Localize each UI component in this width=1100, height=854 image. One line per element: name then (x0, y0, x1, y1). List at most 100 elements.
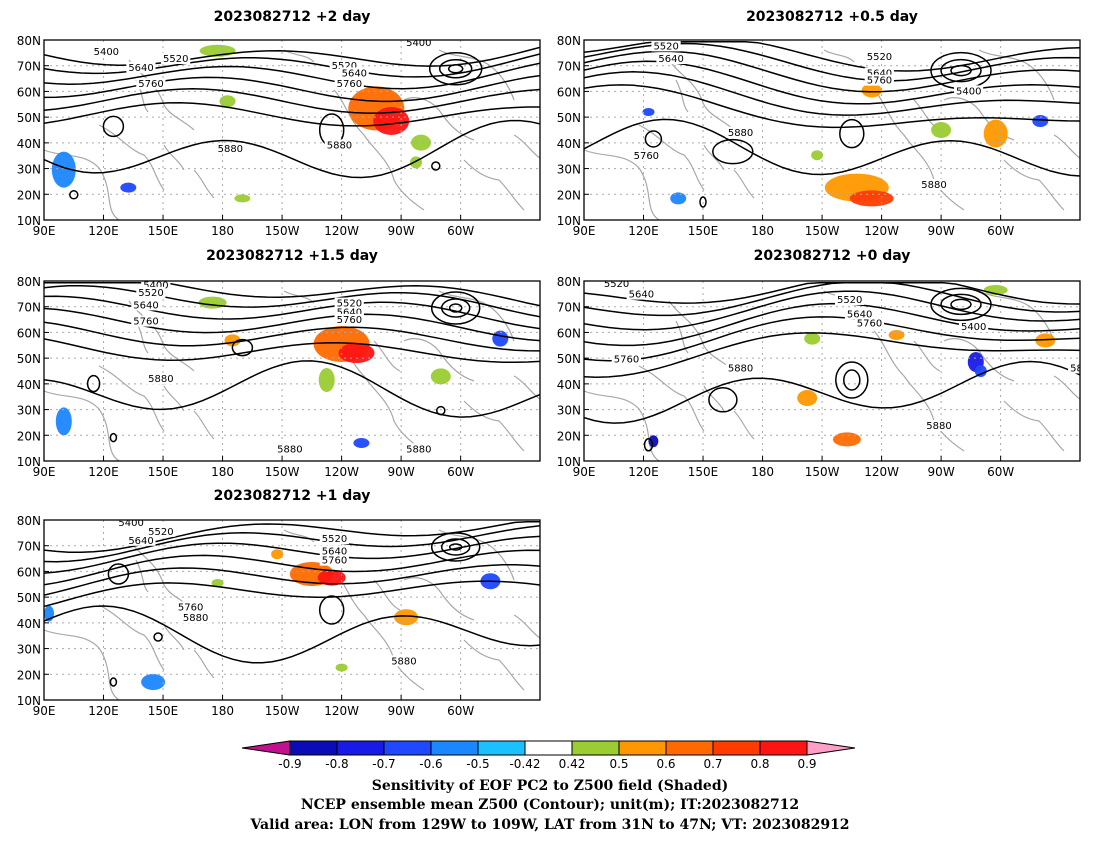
sensitivity-shade (797, 390, 818, 406)
sensitivity-shade (849, 190, 894, 207)
contour-label: 5760 (138, 79, 163, 90)
sensitivity-shade (648, 435, 659, 448)
z500-contour (86, 374, 101, 393)
z500-contour (584, 118, 1080, 177)
z500-contour (584, 71, 1080, 116)
colorbar-extend-low (241, 740, 291, 756)
lon-tick-label: 120E (88, 704, 119, 718)
coastline (978, 290, 1055, 342)
lat-tick-label: 30N (557, 404, 581, 418)
lat-tick-label: 50N (17, 111, 41, 125)
lat-tick-label: 60N (17, 85, 41, 99)
contour-label: 5640 (128, 536, 153, 547)
lon-tick-label: 180 (211, 704, 234, 718)
z500-contour (708, 387, 738, 413)
z500-contour (940, 58, 982, 83)
contour-label: 5520 (867, 52, 892, 63)
coastline (978, 49, 1055, 101)
lon-tick-label: 90W (388, 704, 415, 718)
panel-title: 2023082712 +1.5 day (206, 248, 378, 264)
sensitivity-shade (318, 368, 335, 392)
z500-contour (44, 307, 540, 342)
z500-contour (699, 196, 707, 208)
coastline (44, 390, 120, 461)
contour-label-bg (725, 362, 756, 374)
contour-label-bg (954, 85, 984, 97)
contour-label-bg (141, 281, 171, 291)
z500-contour (102, 115, 125, 138)
lat-tick-label: 60N (557, 85, 581, 99)
contour-label: 5400 (94, 47, 119, 58)
contour-label-bg (864, 67, 894, 79)
lon-tick-label: 90E (573, 465, 596, 479)
contour-label: 5400 (143, 281, 168, 292)
coastline (403, 338, 475, 382)
contour-label: 5760 (133, 317, 158, 328)
contour-label: 5520 (138, 288, 163, 299)
coastline (873, 330, 965, 452)
panel-title: 2023082712 +0 day (754, 248, 911, 264)
coastline (438, 49, 515, 101)
sensitivity-shade (271, 549, 284, 560)
contour-label-bg (404, 443, 434, 455)
contour-label: 5520 (163, 54, 188, 65)
contour-label-bg (275, 443, 305, 455)
contour-label-bg (175, 601, 206, 613)
colorbar-tick-label: 0.5 (609, 757, 628, 771)
lon-tick-label: 60W (987, 224, 1014, 238)
coastline (44, 629, 120, 700)
colorbar-segment (665, 740, 714, 756)
contour-label-bg (146, 373, 176, 385)
z500-contour (44, 88, 540, 114)
coastline (283, 529, 315, 543)
lon-tick-label: 180 (211, 224, 234, 238)
contour-label: 5640 (133, 300, 158, 311)
contour-label-bg (651, 40, 681, 52)
contour-label: 5520 (604, 279, 629, 290)
contour-label-bg (389, 655, 419, 667)
coastline (193, 169, 215, 199)
sensitivity-shade (353, 438, 370, 448)
contour-label: 5400 (961, 322, 986, 333)
contour-label: 5880 (327, 140, 352, 151)
z500-contour (69, 190, 79, 200)
coastline (1003, 400, 1065, 452)
coastline (135, 559, 149, 593)
contour-label-bg (136, 286, 166, 298)
colorbar-tick-label: -0.6 (419, 757, 442, 771)
lat-tick-label: 60N (557, 326, 581, 340)
z500-contour (584, 50, 1080, 93)
contour-label: 5640 (322, 547, 347, 558)
contour-label: 5640 (629, 290, 654, 301)
z500-contour (584, 282, 1080, 317)
contour-label-bg (215, 143, 245, 154)
map-frame (43, 39, 541, 221)
coastline (373, 579, 401, 611)
contour-label: 5520 (837, 295, 862, 306)
z500-contour (843, 369, 861, 391)
coastline (733, 169, 755, 199)
colorbar-segment (430, 740, 479, 756)
coastline (703, 385, 725, 412)
contour-label: 5760 (337, 79, 362, 90)
lon-tick-label: 120E (628, 465, 659, 479)
lat-tick-label: 60N (17, 326, 41, 340)
z500-contour (448, 303, 463, 313)
sensitivity-shade (1035, 333, 1056, 348)
lon-tick-label: 180 (751, 465, 774, 479)
contour-label-bg (924, 420, 954, 431)
coastline (193, 649, 215, 679)
contour-label-bg (131, 315, 161, 327)
coastline (163, 624, 185, 651)
colorbar-tick-label: -0.8 (325, 757, 348, 771)
coastline (98, 365, 165, 432)
z500-contour (431, 161, 441, 171)
contour-label: 5880 (148, 374, 173, 385)
z500-contour (643, 438, 654, 452)
lon-tick-label: 60W (447, 224, 474, 238)
lon-tick-label: 120W (324, 704, 359, 718)
coastline (163, 385, 185, 412)
colorbar-segment (759, 740, 808, 756)
z500-contour (584, 316, 1080, 362)
